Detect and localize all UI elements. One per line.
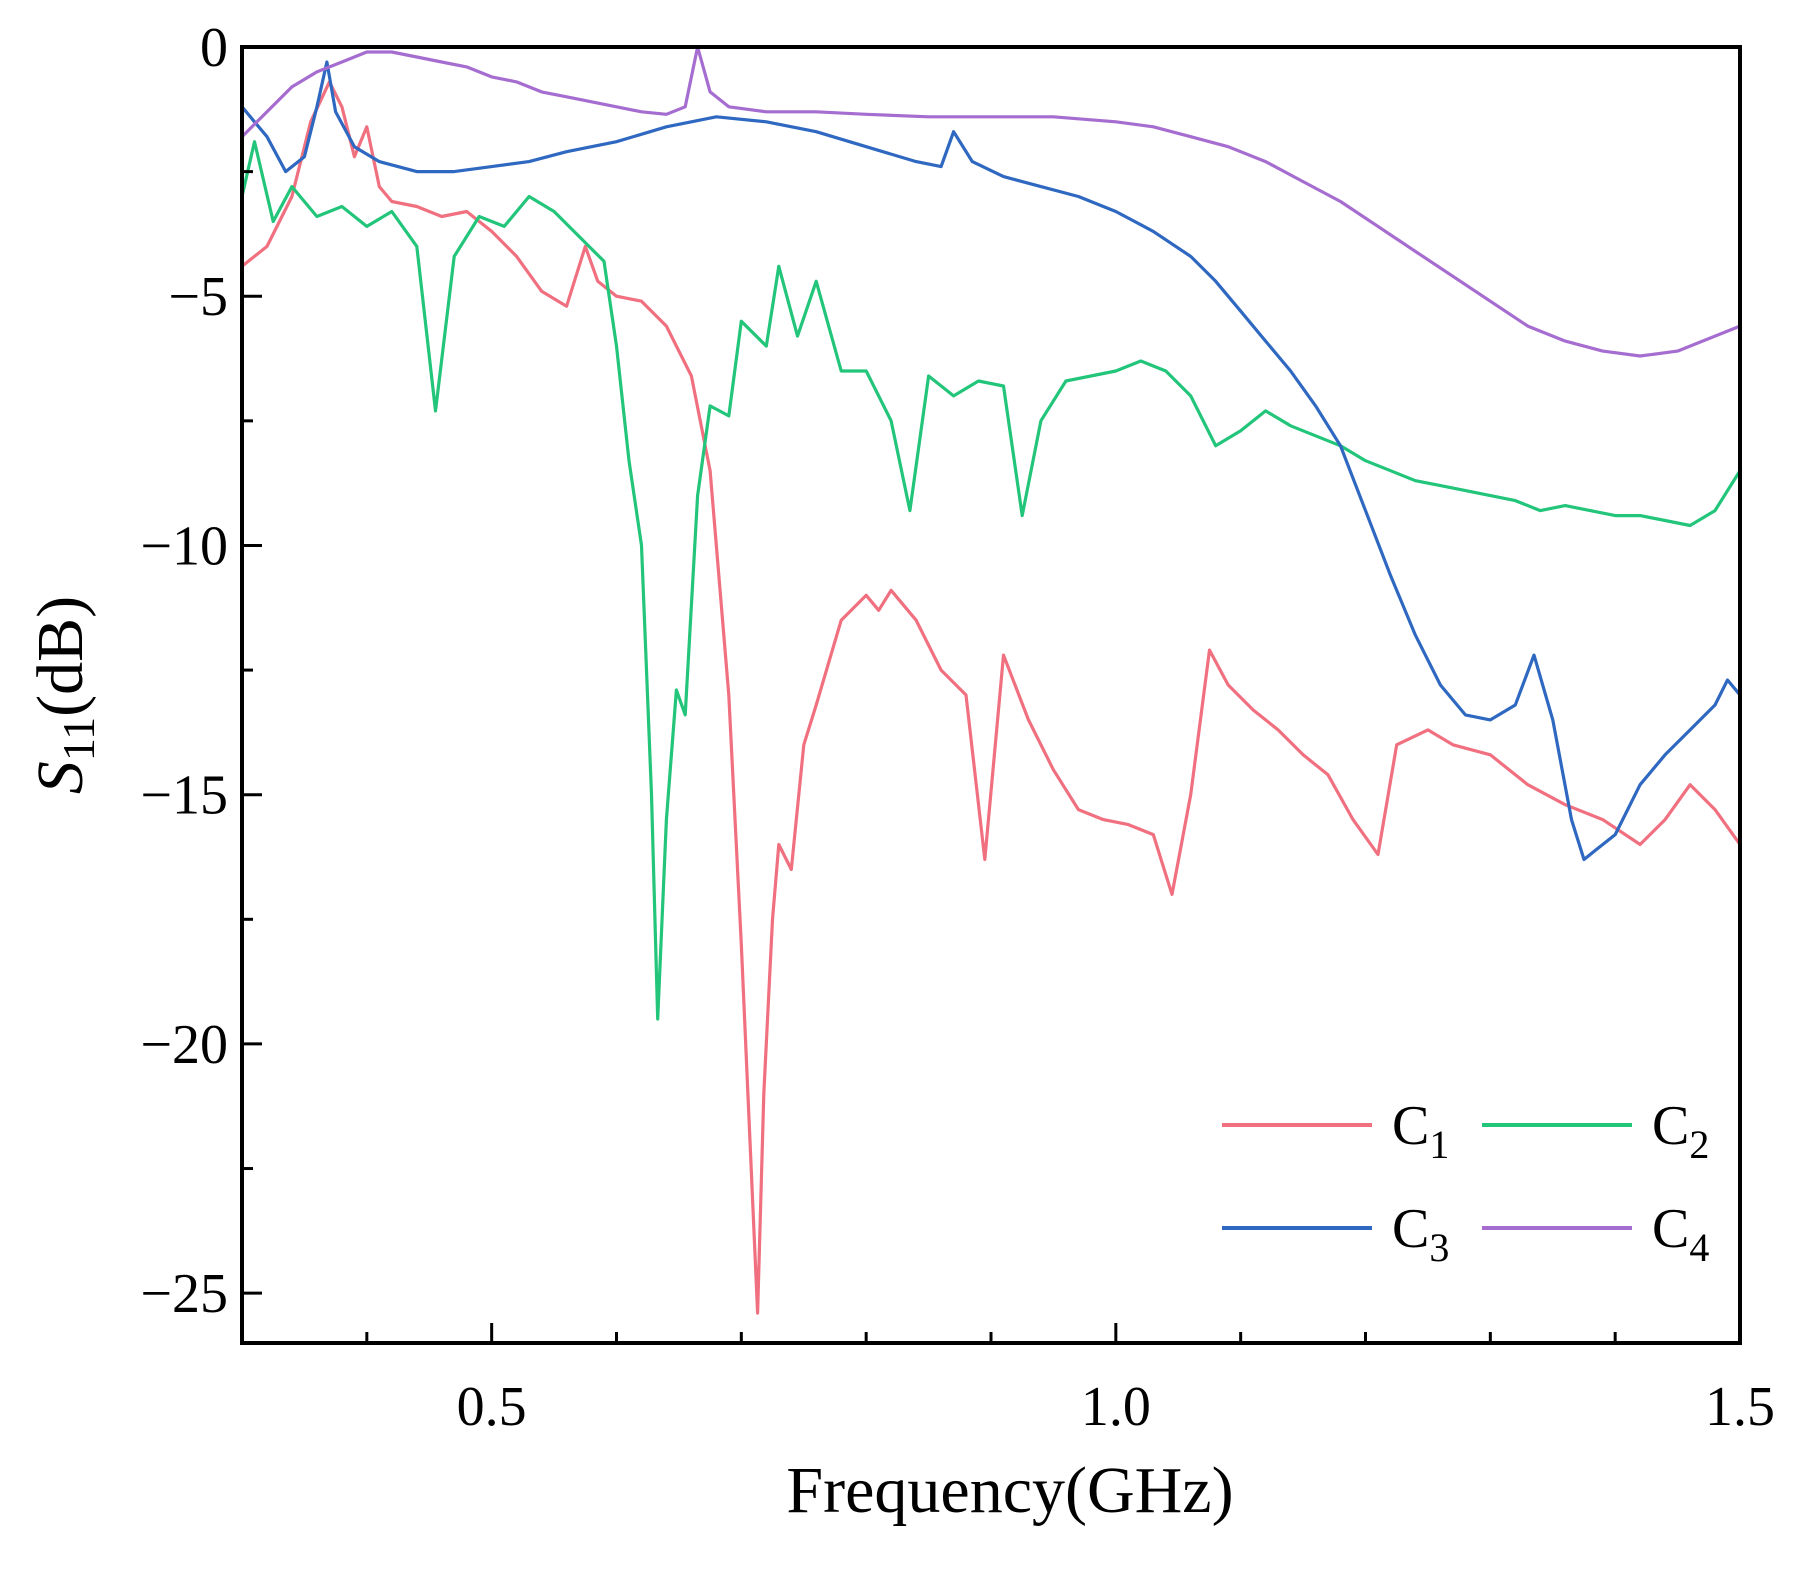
- tick-labels: 0.5 1.0 1.5 0 −5 −10 −15 −20 −25: [140, 17, 1775, 1438]
- y-axis-title-suffix: (dB): [24, 596, 97, 717]
- series-line-c2: [242, 140, 1740, 1021]
- legend-label: C4: [1652, 1198, 1709, 1270]
- legend: C1 C2 C3 C4: [1222, 1095, 1709, 1270]
- legend-label: C3: [1392, 1198, 1449, 1270]
- y-tick-label: −15: [140, 765, 228, 827]
- y-tick-label: −5: [168, 266, 228, 328]
- axis-ticks: [240, 45, 1742, 1343]
- x-tick-label: 1.5: [1705, 1376, 1775, 1438]
- y-tick-label: 0: [200, 17, 228, 79]
- x-tick-label: 1.0: [1081, 1376, 1151, 1438]
- legend-entry-c4: C4: [1482, 1198, 1709, 1270]
- y-axis-title-sub: 11: [53, 717, 104, 761]
- y-tick-label: −10: [140, 515, 228, 577]
- y-tick-label: −20: [140, 1014, 228, 1076]
- series-lines: [242, 45, 1740, 1315]
- series-line-c1: [242, 80, 1740, 1315]
- y-tick-label: −25: [140, 1263, 228, 1325]
- x-tick-label: 0.5: [457, 1376, 527, 1438]
- legend-label: C1: [1392, 1095, 1449, 1167]
- series-line-c3: [242, 60, 1740, 862]
- y-axis-title-main: S: [24, 761, 97, 794]
- x-axis-title: Frequency(GHz): [786, 1454, 1233, 1527]
- legend-entry-c2: C2: [1482, 1095, 1709, 1167]
- series-line-c4: [242, 45, 1740, 358]
- legend-label: C2: [1652, 1095, 1709, 1167]
- legend-entry-c1: C1: [1222, 1095, 1449, 1167]
- legend-entry-c3: C3: [1222, 1198, 1449, 1270]
- y-axis-title: S11(dB): [24, 596, 104, 794]
- plot-frame: [240, 45, 1742, 1345]
